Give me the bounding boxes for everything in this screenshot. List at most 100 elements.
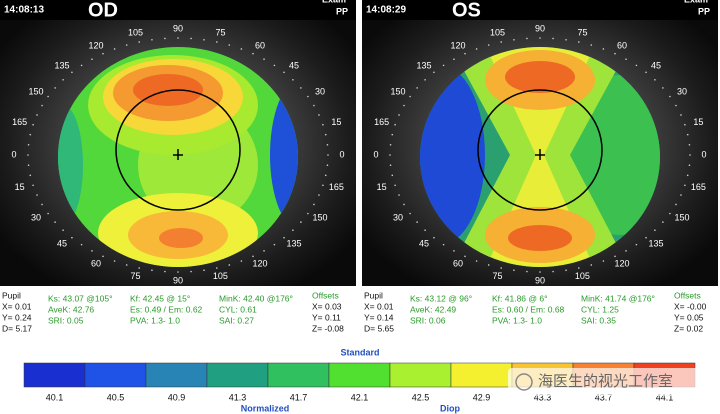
ring-dot (578, 41, 580, 43)
scale-cell (145, 362, 208, 388)
ring-dot (80, 64, 83, 67)
degree-label: 15 (377, 182, 387, 192)
ring-dot (307, 95, 309, 98)
ring-dot (403, 203, 405, 206)
ring-dot (680, 194, 682, 196)
zone (508, 225, 572, 251)
ring-dot (29, 174, 32, 177)
scale-value: 40.1 (46, 392, 64, 402)
pp: PP (698, 6, 710, 16)
ring-dot (228, 264, 231, 266)
info-text: SRI: 0.05 (48, 315, 84, 325)
degree-label: 90 (173, 23, 183, 33)
ring-dot (102, 52, 104, 55)
ring-dot (177, 271, 179, 273)
ring-dot (54, 87, 56, 89)
ring-dot (29, 133, 32, 136)
ring-dot (526, 270, 528, 273)
ring-dot (464, 52, 466, 55)
degree-label: 165 (329, 182, 344, 192)
scale-right-label: Diop (440, 403, 460, 413)
degree-label: 30 (677, 86, 687, 96)
info-text: CYL: 1.25 (581, 304, 619, 314)
eye-label: OD (88, 0, 118, 21)
info-text: Y= 0.24 (2, 312, 32, 322)
degree-label: 30 (315, 86, 325, 96)
degree-label: 0 (701, 149, 706, 159)
ring-dot (416, 87, 418, 89)
degree-label: 105 (490, 28, 505, 38)
ring-dot (318, 114, 320, 116)
ring-dot (263, 58, 265, 60)
info-text: CYL: 0.61 (219, 304, 257, 314)
ring-dot (662, 221, 664, 223)
ring-dot (240, 260, 243, 262)
ring-dot (513, 38, 515, 41)
pupil-outline (477, 89, 603, 211)
ring-dot (283, 236, 285, 239)
scale-title: Standard (340, 347, 379, 357)
ring-dot (151, 269, 153, 272)
ring-dot (475, 260, 478, 262)
degree-label: 120 (614, 258, 629, 268)
info-text: X= 0.03 (312, 301, 342, 311)
degree-label: 105 (213, 271, 228, 281)
degree-label: 90 (173, 275, 183, 285)
ring-dot (389, 164, 392, 166)
degree-label: 45 (57, 238, 67, 248)
eye-panel: 14:08:13ODExamPP016515013512010590756045… (0, 0, 356, 333)
scale-value: 40.9 (168, 392, 186, 402)
ring-dot (391, 133, 394, 136)
info-text: Y= 0.14 (364, 312, 394, 322)
ring-dot (487, 264, 490, 266)
ring-dot (102, 255, 104, 258)
ring-dot (424, 229, 426, 232)
zone (270, 80, 298, 230)
degree-label: 75 (493, 271, 503, 281)
ring-dot (409, 212, 411, 215)
ring-dot (391, 174, 394, 177)
ring-dot (684, 184, 686, 187)
ring-dot (125, 44, 128, 46)
degree-label: 60 (255, 40, 265, 50)
ring-dot (326, 144, 329, 146)
ring-dot (91, 58, 93, 60)
ring-dot (453, 58, 455, 60)
info-text: Ks: 43.07 @105° (48, 293, 113, 303)
watermark: 海医生的视光工作室 (538, 373, 673, 390)
scale-cell (23, 362, 86, 388)
ring-dot (228, 44, 231, 46)
ring-dot (177, 37, 179, 39)
info-text: Pupil (364, 290, 383, 300)
scale-cell (389, 362, 452, 388)
ring-dot (327, 154, 329, 156)
info-text: SAI: 0.35 (581, 315, 616, 325)
degree-label: 60 (91, 258, 101, 268)
ring-dot (32, 123, 34, 126)
ring-dot (27, 154, 29, 156)
ring-dot (164, 270, 166, 273)
ring-dot (394, 123, 396, 126)
ring-dot (36, 194, 38, 196)
zone (58, 105, 83, 225)
ring-dot (625, 250, 627, 252)
ring-dot (125, 264, 128, 266)
degree-label: 120 (450, 40, 465, 50)
ring-dot (36, 114, 38, 116)
ring-dot (602, 260, 605, 262)
ring-dot (240, 48, 243, 50)
ring-dot (424, 78, 426, 81)
degree-label: 105 (128, 28, 143, 38)
degree-label: 135 (417, 60, 432, 70)
degree-label: 75 (577, 28, 587, 38)
pupil-outline (115, 89, 241, 211)
info-text: Pupil (2, 290, 21, 300)
info-text: Y= 0.11 (312, 312, 341, 322)
scale-value: 41.3 (229, 392, 247, 402)
degree-label: 90 (535, 275, 545, 285)
watermark-bg (508, 368, 704, 396)
ring-dot (190, 270, 192, 273)
ring-dot (322, 184, 324, 187)
degree-label: 150 (390, 86, 405, 96)
ring-dot (669, 212, 671, 215)
